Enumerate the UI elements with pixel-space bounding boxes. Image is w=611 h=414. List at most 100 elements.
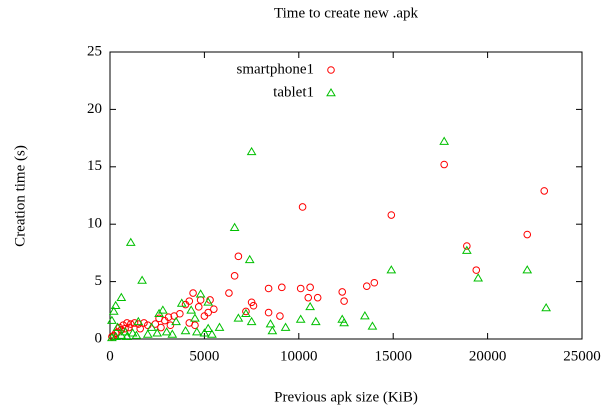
point: [110, 300, 121, 310]
point: [233, 313, 244, 322]
point: [157, 305, 168, 314]
point: [265, 319, 276, 328]
point: [140, 319, 148, 327]
point: [246, 146, 257, 156]
point: [167, 329, 178, 338]
point: [360, 311, 370, 320]
point: [189, 289, 197, 297]
point: [242, 307, 250, 316]
point: [472, 266, 481, 274]
point: [225, 289, 233, 297]
point: [112, 322, 123, 331]
point: [195, 289, 206, 298]
point: [196, 296, 205, 304]
point: [127, 328, 138, 337]
point: [186, 305, 197, 314]
point: [387, 211, 396, 219]
plot-frame: [109, 51, 583, 340]
point: [523, 230, 532, 239]
y-tick-label: 0: [95, 330, 103, 346]
point: [276, 312, 284, 320]
point: [244, 254, 255, 264]
point: [146, 322, 157, 331]
point: [116, 330, 127, 339]
point: [367, 321, 378, 330]
y-tick-label: 5: [95, 273, 103, 289]
point: [306, 283, 314, 292]
y-tick-label: 15: [87, 158, 102, 174]
point: [203, 323, 214, 332]
point: [439, 136, 450, 145]
y-tick-label: 10: [87, 216, 102, 232]
point: [180, 325, 191, 335]
point: [310, 316, 321, 326]
point: [136, 324, 145, 333]
point: [461, 245, 472, 254]
x-tick-label: 10000: [280, 348, 318, 364]
point: [125, 323, 133, 332]
chart-title: Time to create new .apk: [274, 5, 418, 21]
point: [386, 265, 397, 274]
point: [155, 314, 163, 323]
point: [337, 314, 348, 323]
point: [166, 321, 175, 330]
point: [241, 308, 251, 318]
point: [305, 301, 316, 311]
point: [234, 252, 243, 261]
legend-label: tablet1: [273, 84, 314, 100]
point: [362, 282, 371, 290]
point: [214, 322, 225, 331]
point: [122, 331, 132, 341]
point: [191, 327, 202, 336]
legend-marker: [326, 88, 336, 97]
point: [181, 300, 190, 309]
point: [370, 278, 379, 287]
point: [298, 203, 307, 211]
point: [313, 293, 322, 302]
y-tick-label: 25: [87, 43, 102, 59]
point: [200, 312, 209, 320]
point: [133, 316, 144, 326]
point: [154, 308, 164, 318]
point: [176, 298, 187, 307]
point: [338, 288, 347, 296]
x-tick-label: 20000: [469, 348, 507, 364]
point: [203, 297, 214, 306]
point: [246, 316, 257, 326]
point: [541, 303, 552, 312]
point: [207, 329, 217, 338]
point: [125, 237, 136, 246]
point: [108, 306, 119, 315]
point: [131, 330, 142, 339]
point: [264, 308, 273, 317]
point: [296, 284, 305, 293]
point: [229, 222, 240, 231]
legend-label: smartphone1: [237, 61, 314, 77]
x-tick-label: 25000: [563, 348, 601, 364]
point: [295, 314, 306, 323]
point: [249, 301, 258, 310]
point: [463, 242, 471, 250]
point: [440, 160, 448, 169]
point: [230, 272, 239, 280]
point: [161, 327, 172, 336]
x-tick-label: 15000: [374, 348, 412, 364]
y-tick-label: 20: [87, 101, 102, 117]
point: [210, 305, 218, 313]
point: [170, 312, 178, 320]
point: [190, 313, 200, 322]
point: [121, 324, 129, 333]
point: [107, 332, 117, 342]
point: [267, 325, 278, 335]
point: [130, 319, 139, 327]
point: [199, 328, 210, 337]
point: [540, 187, 549, 195]
point: [194, 303, 203, 311]
x-tick-label: 0: [106, 348, 114, 364]
legend-marker: [327, 66, 335, 74]
point: [120, 327, 130, 336]
point: [157, 323, 165, 332]
y-axis-label: Creation time (s): [12, 145, 28, 247]
